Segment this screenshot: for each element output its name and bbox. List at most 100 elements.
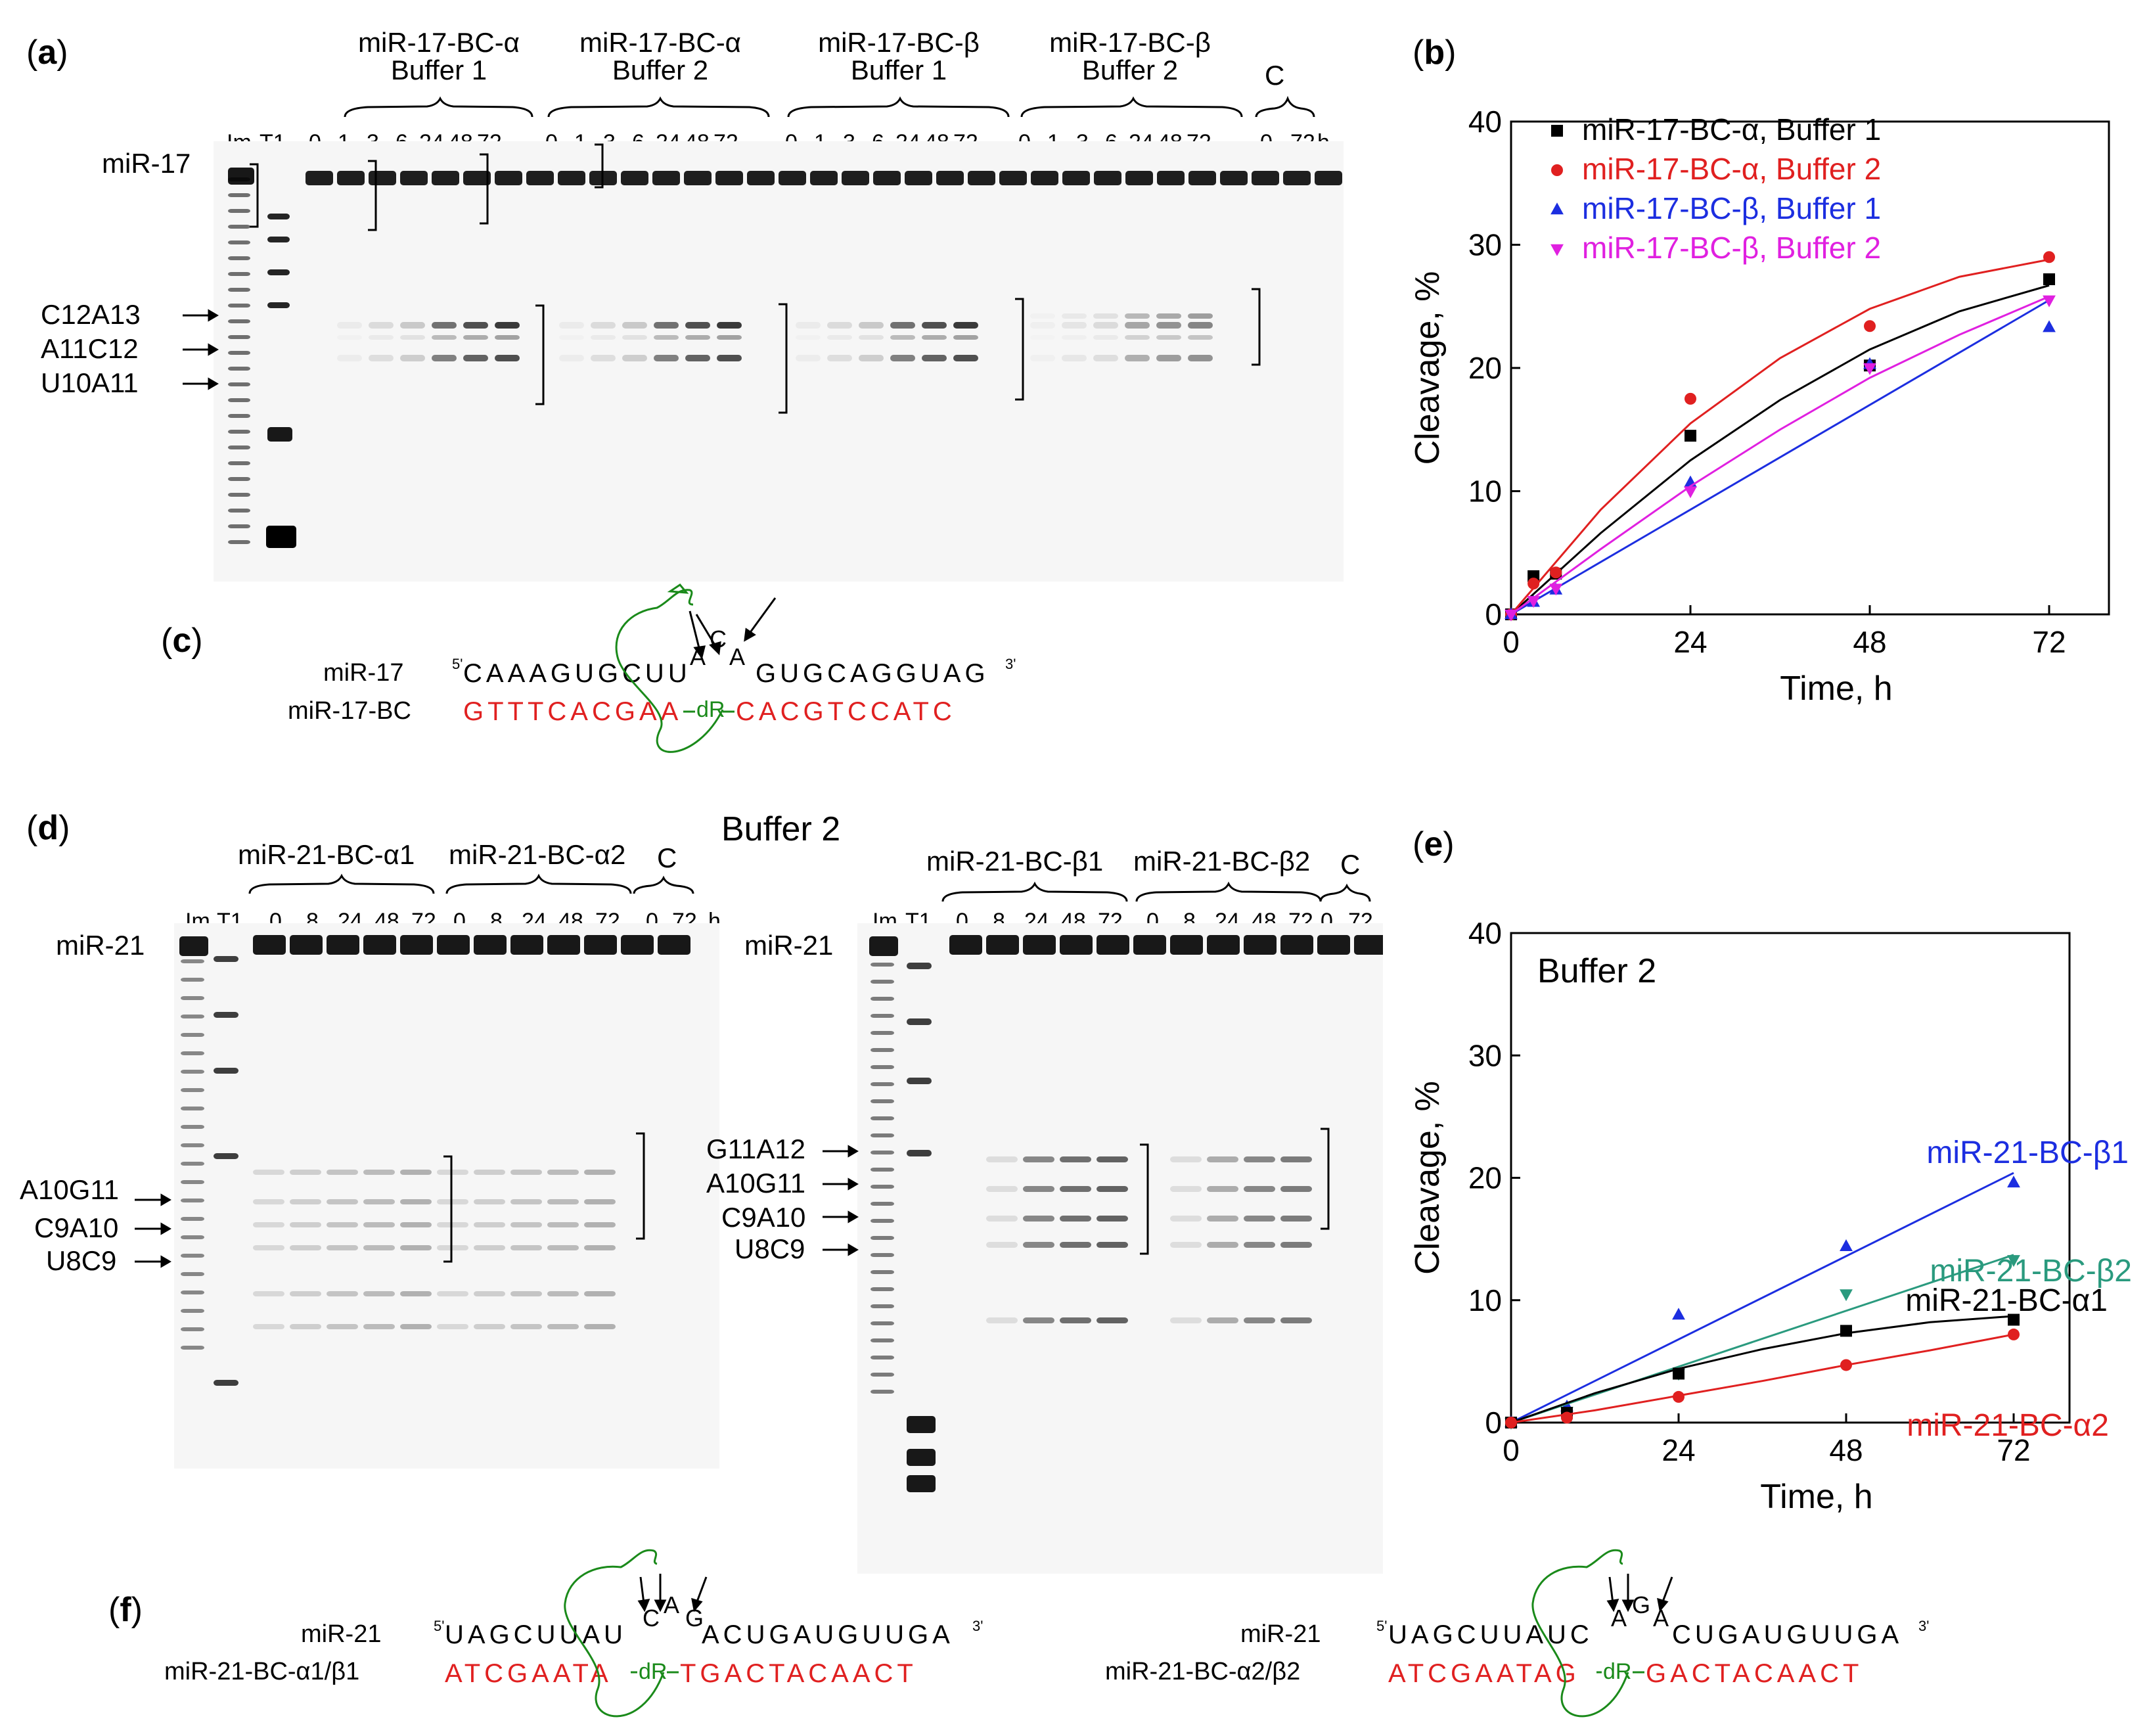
seq-f-left-bottom-right: TGACTACAACT	[680, 1659, 917, 1688]
y-axis-label: Cleavage, %	[1409, 271, 1447, 465]
band-label-d-right-2: A10G11	[706, 1168, 805, 1199]
gel-band	[779, 171, 806, 185]
seq-f-right-dr: dR	[1603, 1659, 1632, 1684]
gel-band	[327, 1199, 358, 1204]
gel-band	[181, 1125, 204, 1129]
gel-band	[1156, 322, 1181, 329]
gel-band	[842, 171, 869, 185]
gel-band	[432, 355, 457, 361]
gel-band	[253, 1199, 284, 1204]
gel-band	[953, 335, 978, 340]
brace-a3	[787, 96, 1010, 118]
gel-band	[1188, 335, 1213, 340]
gel-band	[214, 1153, 238, 1159]
panel-label-e: (e)	[1413, 825, 1455, 863]
gel-band	[652, 171, 680, 185]
gel-band	[584, 1222, 616, 1227]
fit-line	[1510, 284, 2050, 616]
seq-f-right-five: 5'	[1376, 1618, 1388, 1634]
gel-band	[1244, 1317, 1275, 1323]
gel-band	[267, 214, 290, 219]
bc-loop-f-left	[564, 1549, 665, 1718]
data-point	[1684, 486, 1697, 499]
data-point	[1864, 320, 1876, 332]
seq-f-left-top-right: ACUGAUGUUGA	[702, 1620, 954, 1649]
seq-c-loop-3: A	[729, 643, 750, 670]
gel-band	[871, 1287, 894, 1291]
group-header-a1: miR-17-BC-α Buffer 1	[358, 27, 520, 85]
gel-band	[907, 1018, 932, 1025]
gel-band	[1170, 1156, 1202, 1162]
gel-band	[1023, 935, 1056, 955]
gel-band	[871, 1304, 894, 1308]
gel-band	[584, 1199, 616, 1204]
gel-band	[474, 935, 507, 955]
gel-band	[558, 171, 585, 185]
gel-band	[1283, 171, 1311, 185]
gel-band	[181, 1033, 204, 1037]
gel-band	[228, 493, 250, 497]
gel-band	[1060, 935, 1093, 955]
x-tick-label: 72	[2032, 625, 2066, 659]
data-point	[2008, 1328, 2020, 1340]
gel-band	[181, 1254, 204, 1258]
gel-image-d-left	[174, 923, 719, 1469]
gel-band	[654, 322, 679, 329]
gel-band	[1244, 1156, 1275, 1162]
gel-band	[622, 322, 647, 329]
gel-band	[290, 1245, 321, 1250]
control-header-a: C	[1265, 60, 1285, 91]
seq-f-right-top-right: CUGAUGUUGA	[1672, 1620, 1903, 1649]
x-tick-label: 48	[1829, 1433, 1863, 1467]
gel-band	[1094, 171, 1121, 185]
y-tick-label: 0	[1485, 1405, 1502, 1440]
cleavage-bracket	[1015, 298, 1024, 401]
seq-f-left-bottom-left: ATCGAATA	[445, 1659, 612, 1688]
gel-band	[986, 935, 1019, 955]
gel-band	[290, 935, 323, 955]
gel-band	[181, 1180, 204, 1184]
gel-band	[363, 1245, 395, 1250]
gel-band	[290, 1222, 321, 1227]
group-header-d4: miR-21-BC-β2	[1133, 846, 1311, 877]
gel-band	[871, 1082, 894, 1086]
gel-band	[936, 171, 964, 185]
gel-band	[622, 335, 647, 340]
gel-band	[1280, 935, 1313, 955]
data-point	[2043, 320, 2056, 332]
gel-band	[228, 193, 250, 197]
y-tick-label: 40	[1468, 916, 1502, 950]
gel-band	[827, 335, 852, 340]
gel-band	[510, 1199, 542, 1204]
seq-f-left-bottom-name: miR-21-BC-α1/β1	[164, 1658, 360, 1685]
y-tick-label: 10	[1468, 1283, 1502, 1317]
gel-band	[1060, 1242, 1091, 1248]
x-tick-label: 24	[1673, 625, 1707, 659]
gel-band	[827, 322, 852, 329]
data-point	[1840, 1239, 1853, 1251]
gel-band	[400, 1222, 432, 1227]
gel-band	[228, 477, 250, 481]
gel-band	[400, 1170, 432, 1175]
gel-band	[432, 322, 457, 329]
gel-band	[717, 335, 742, 340]
gel-band	[871, 1151, 894, 1154]
seq-f-left-top-left: UAGCUUAU	[445, 1620, 627, 1649]
cleavage-arrows-f	[637, 1574, 1673, 1612]
gel-band	[228, 304, 250, 308]
cleavage-bracket	[1140, 1143, 1149, 1255]
gel-band	[432, 171, 459, 185]
gel-band	[953, 322, 978, 329]
x-tick-label: 0	[1503, 625, 1520, 659]
gel-band	[1060, 1186, 1091, 1192]
legend-marker	[1551, 125, 1563, 137]
gel-band	[890, 322, 915, 329]
gel-band	[474, 1324, 505, 1329]
seq-c-top-left: CAAAGUGCUU	[463, 659, 691, 688]
gel-band	[437, 1245, 468, 1250]
rna-label-a: miR-17	[102, 148, 191, 179]
gel-band	[327, 935, 359, 955]
band-label-d-left-1: A10G11	[20, 1174, 119, 1205]
group-header-d1: miR-21-BC-α1	[238, 839, 415, 870]
